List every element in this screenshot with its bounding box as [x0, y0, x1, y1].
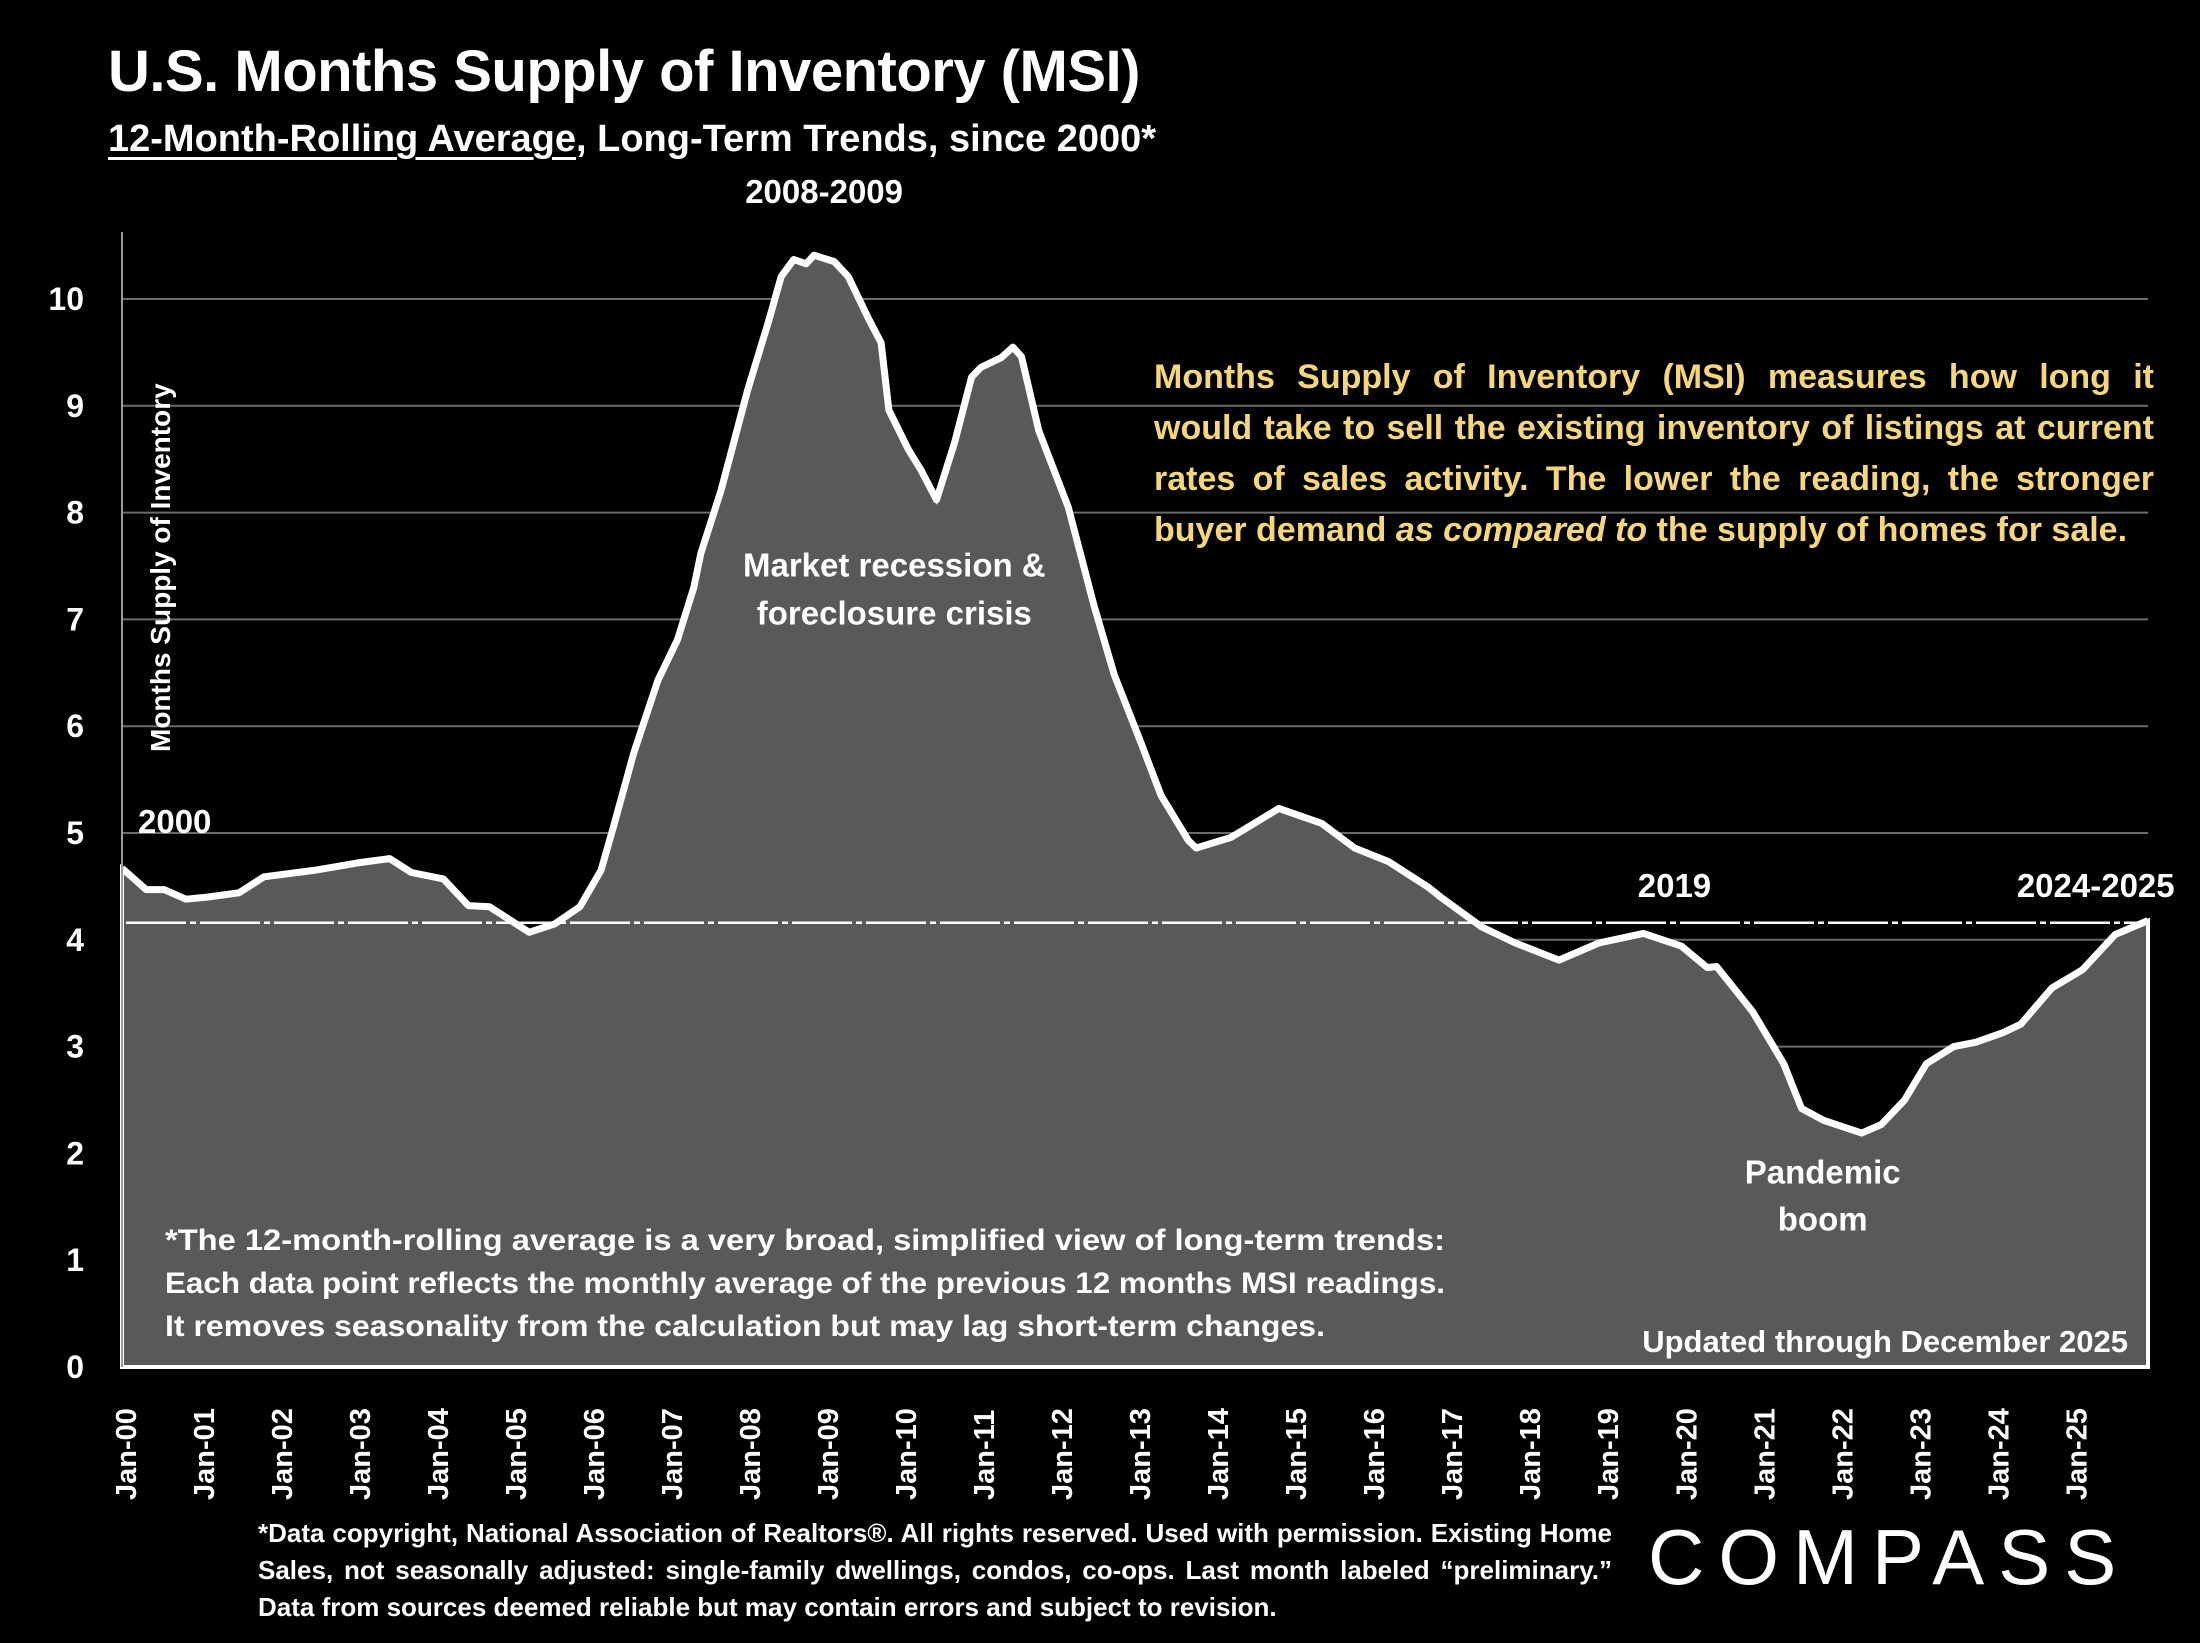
x-tick-label: Jan-22: [1827, 1408, 1859, 1500]
data-copyright-footnote: *Data copyright, National Association of…: [258, 1518, 1612, 1622]
y-tick-label: 6: [66, 708, 84, 744]
annotation-a2019: 2019: [1638, 867, 1711, 904]
x-tick-labels: Jan-00 Jan-01 Jan-02 Jan-03 Jan-04 Jan-05 Jan-…: [111, 1408, 2093, 1500]
note-line: Each data point reflects the monthly ave…: [165, 1267, 1445, 1300]
explanation-part2: the supply of homes for sale.: [1647, 511, 2128, 549]
annotation-a2024: 2024-2025: [2017, 867, 2175, 904]
y-tick-label: 7: [66, 601, 84, 637]
x-tick-label: Jan-10: [891, 1408, 923, 1500]
y-tick-label: 9: [66, 388, 84, 424]
chart-title: U.S. Months Supply of Inventory (MSI): [108, 39, 1140, 104]
y-tick-label: 4: [66, 922, 84, 958]
msi-series-line: [119, 251, 2150, 1137]
x-tick-label: Jan-20: [1671, 1408, 1703, 1500]
x-tick-label: Jan-16: [1359, 1408, 1391, 1500]
x-tick-label: Jan-03: [345, 1408, 377, 1500]
y-tick-label: 3: [66, 1029, 84, 1065]
x-tick-label: Jan-04: [423, 1408, 455, 1500]
explanation-emphasis: as compared to: [1395, 511, 1648, 549]
explanation-part1: Months Supply of Inventory (MSI) measure…: [1154, 358, 2154, 549]
msi-explanation: Months Supply of Inventory (MSI) measure…: [1154, 352, 2154, 556]
x-tick-label: Jan-25: [2061, 1408, 2093, 1500]
updated-through-label: Updated through December 2025: [1642, 1324, 2128, 1359]
x-tick-label: Jan-24: [1983, 1408, 2015, 1500]
y-tick-label: 8: [66, 495, 84, 531]
x-tick-label: Jan-23: [1905, 1408, 1937, 1500]
x-tick-label: Jan-05: [501, 1408, 533, 1500]
annotation-a2000: 2000: [138, 803, 211, 840]
y-tick-labels: 0 1 2 3 4 5 6 7 8 9 10: [48, 281, 84, 1385]
x-tick-label: Jan-09: [813, 1408, 845, 1500]
y-tick-label: 10: [48, 281, 84, 317]
x-tick-label: Jan-19: [1593, 1408, 1625, 1500]
x-tick-label: Jan-07: [657, 1408, 689, 1500]
y-tick-label: 0: [66, 1349, 84, 1385]
x-tick-label: Jan-00: [111, 1408, 143, 1500]
rolling-average-note: *The 12-month-rolling average is a very …: [165, 1224, 1445, 1343]
annotation-recession2: foreclosure crisis: [757, 595, 1032, 632]
annotation-recession1: Market recession &: [743, 547, 1046, 584]
x-tick-label: Jan-17: [1437, 1408, 1469, 1500]
compass-logo: COMPASS: [1648, 1513, 2131, 1601]
x-tick-label: Jan-12: [1047, 1408, 1079, 1500]
x-tick-label: Jan-15: [1281, 1408, 1313, 1500]
x-tick-label: Jan-08: [735, 1408, 767, 1500]
annotation-pandemic1: Pandemic: [1745, 1153, 1901, 1190]
subtitle-underlined: 12-Month-Rolling Average: [108, 118, 576, 160]
x-tick-label: Jan-11: [969, 1410, 1001, 1500]
chart-subtitle: 12-Month-Rolling Average, Long-Term Tren…: [108, 118, 1156, 161]
x-tick-label: Jan-21: [1749, 1408, 1781, 1500]
subtitle-rest: , Long-Term Trends, since 2000*: [576, 118, 1157, 160]
x-tick-label: Jan-06: [579, 1408, 611, 1500]
x-tick-label: Jan-01: [189, 1408, 221, 1500]
annotation-pandemic2: boom: [1778, 1200, 1868, 1237]
note-line: It removes seasonality from the calculat…: [165, 1310, 1325, 1343]
note-line: *The 12-month-rolling average is a very …: [165, 1224, 1445, 1257]
x-tick-label: Jan-18: [1515, 1408, 1547, 1500]
x-tick-label: Jan-02: [267, 1408, 299, 1500]
y-tick-label: 5: [66, 815, 84, 851]
annotation-a2008: 2008-2009: [745, 173, 903, 210]
y-tick-label: 2: [66, 1135, 84, 1171]
y-axis-label: Months Supply of Inventory: [145, 383, 176, 752]
x-tick-label: Jan-14: [1203, 1408, 1235, 1500]
x-tick-label: Jan-13: [1125, 1408, 1157, 1500]
annotations: 2000 2008-2009 Market recession & foreclosu…: [138, 173, 2175, 1237]
y-tick-label: 1: [66, 1242, 84, 1278]
